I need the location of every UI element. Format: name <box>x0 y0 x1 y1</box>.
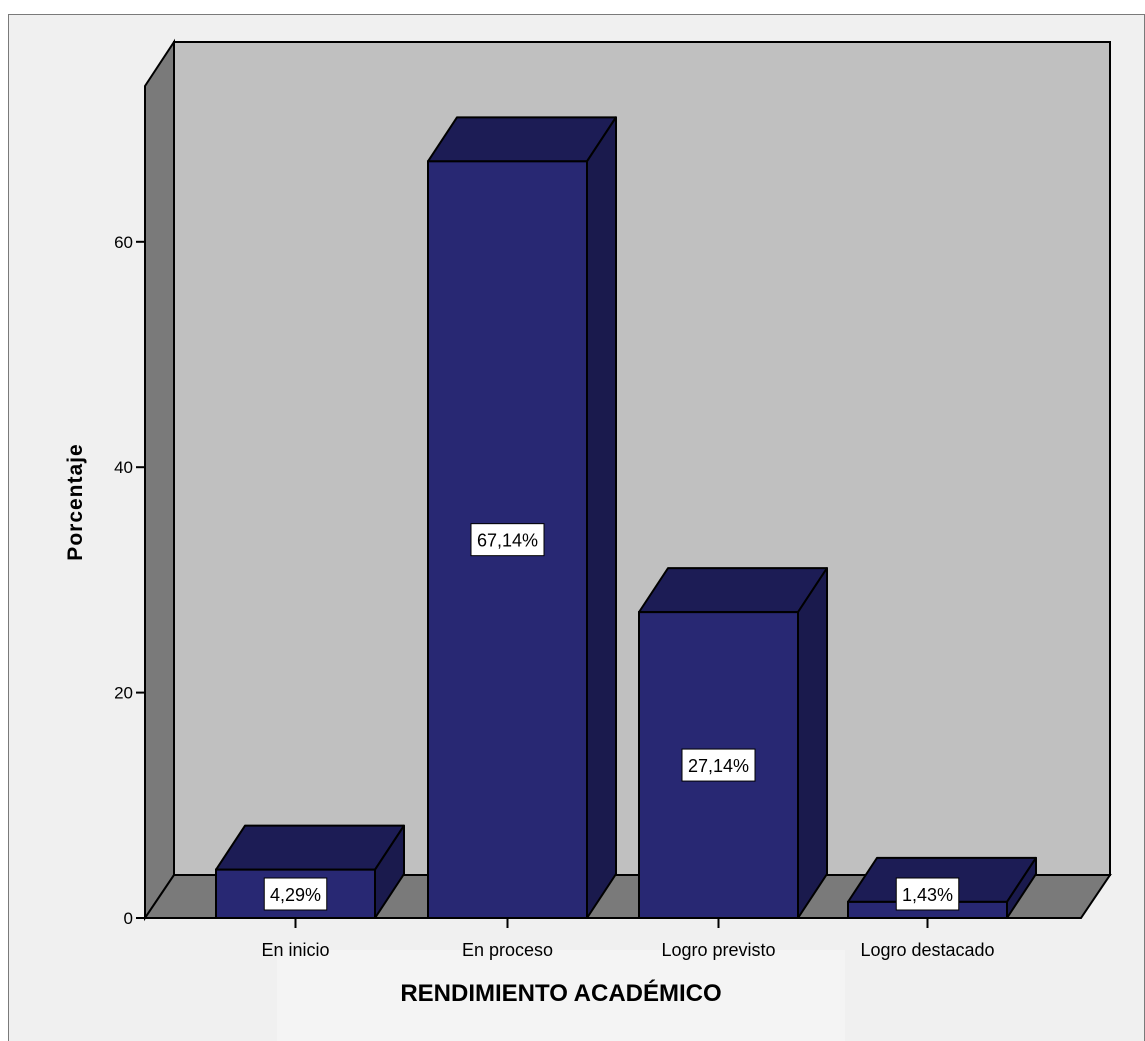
x-axis: En inicio En proceso Logro previsto Logro d… <box>145 917 1081 960</box>
y-tick-label: 20 <box>114 684 133 703</box>
bar: 1,43% <box>847 856 1037 920</box>
x-tick-label: Logro previsto <box>661 940 775 960</box>
side-wall <box>144 38 175 922</box>
y-tick-label: 40 <box>114 458 133 477</box>
data-label: 67,14% <box>477 531 538 551</box>
data-label: 27,14% <box>688 756 749 776</box>
bar: 4,29% <box>215 824 405 919</box>
bar-side <box>586 116 617 919</box>
x-axis-label: RENDIMIENTO ACADÉMICO <box>400 979 721 1007</box>
data-label-box <box>895 877 960 911</box>
bar: 67,14% <box>427 116 617 919</box>
y-tick-label: 60 <box>114 233 133 252</box>
data-label-box <box>263 877 328 911</box>
y-tick-label: 0 <box>124 909 133 928</box>
bar-top <box>427 116 617 163</box>
bar-top <box>638 567 828 614</box>
data-label: 4,29% <box>270 885 321 905</box>
bar: 27,14% <box>638 567 828 919</box>
data-label-box <box>470 523 545 557</box>
x-tick-label: En inicio <box>261 940 329 960</box>
y-axis-label: Porcentaje <box>64 443 87 560</box>
x-tick-label: En proceso <box>462 940 553 960</box>
bar-side <box>797 567 828 919</box>
x-tick-label: Logro destacado <box>860 940 994 960</box>
data-label: 1,43% <box>902 885 953 905</box>
xlabel-band <box>277 950 845 1041</box>
bar-top <box>215 824 405 871</box>
data-label-box <box>681 748 756 782</box>
y-axis: 0 20 40 60 <box>114 86 146 928</box>
bars: 4,29% 67,14% 27,14% 1,43% <box>215 116 1037 920</box>
